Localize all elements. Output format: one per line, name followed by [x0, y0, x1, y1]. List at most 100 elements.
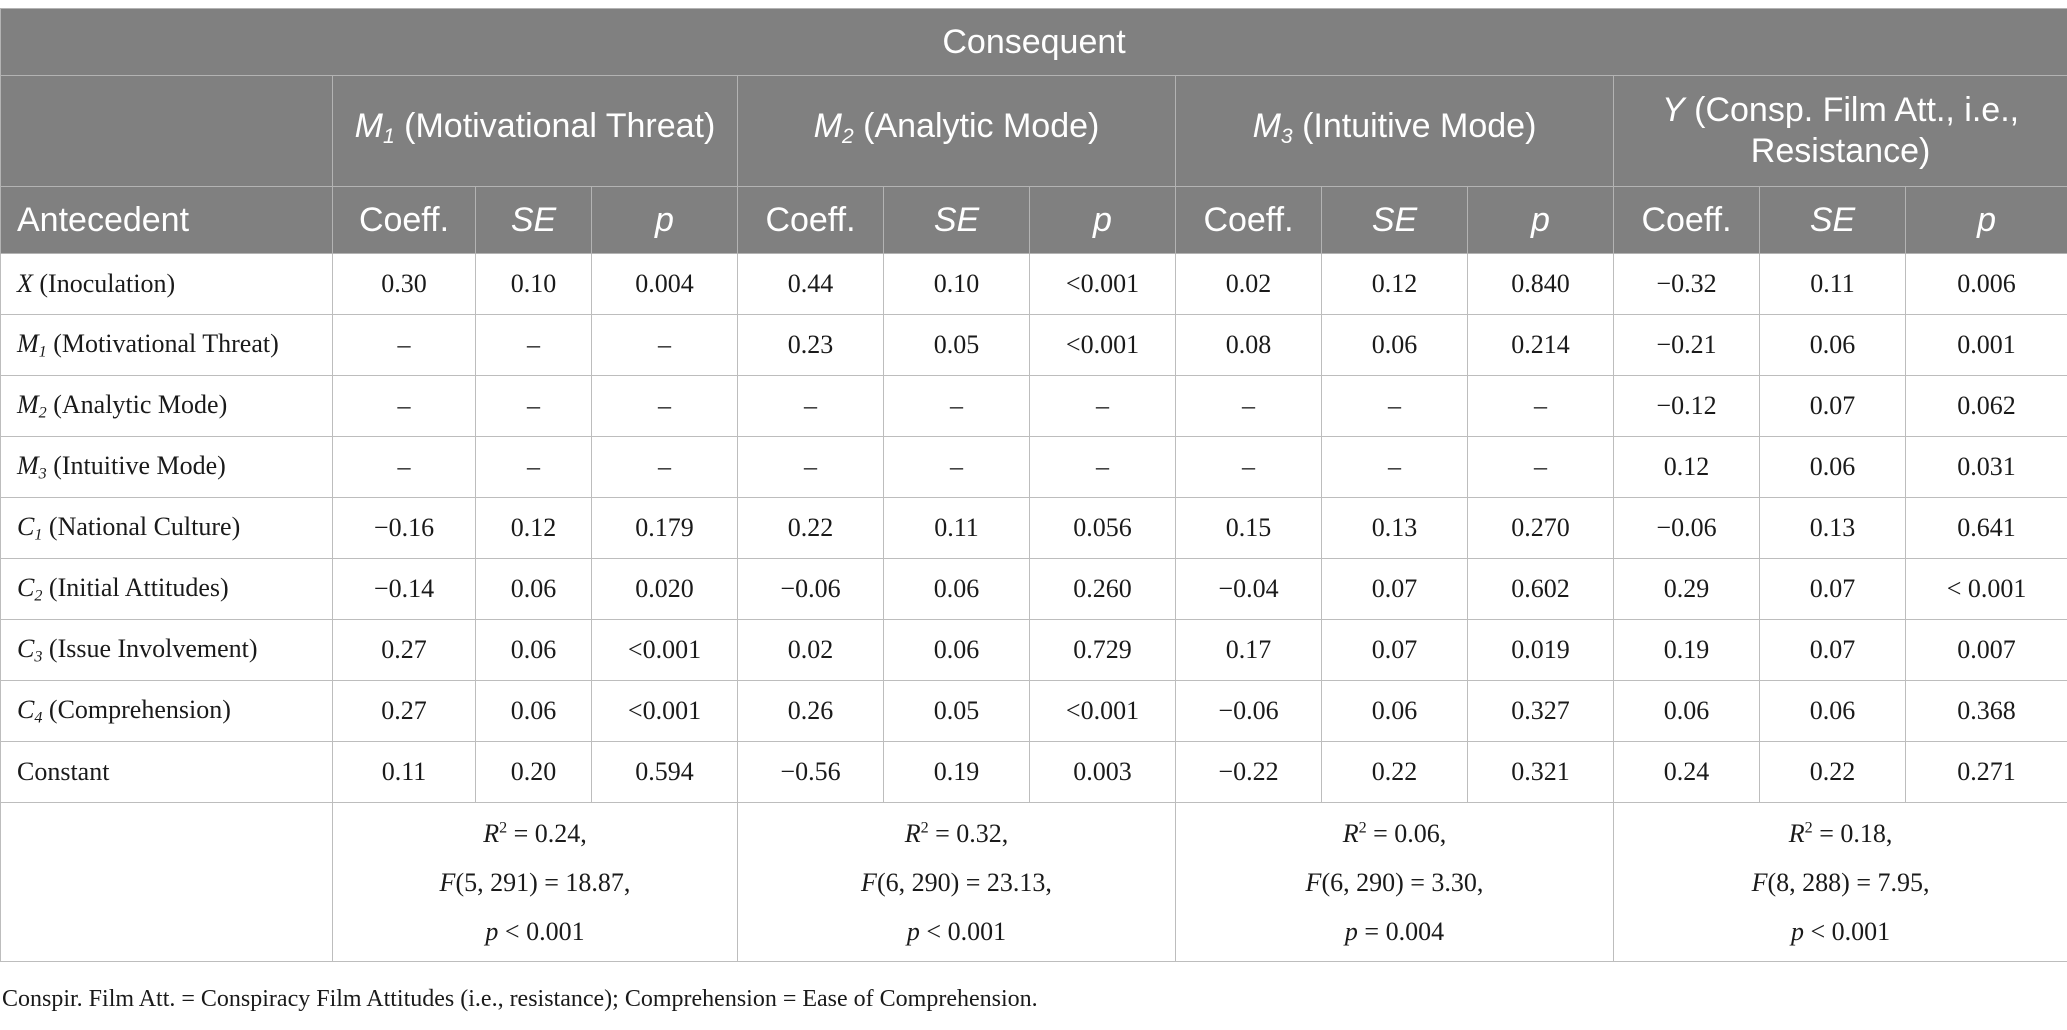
table-cell: 0.20: [475, 741, 592, 803]
r-symbol: R: [904, 818, 921, 848]
f-value: = 3.30,: [1403, 867, 1484, 897]
table-cell: 0.214: [1467, 314, 1614, 376]
table-cell: 0.22: [1759, 741, 1906, 803]
antecedent-symbol: C: [17, 572, 35, 602]
table-cell: 0.321: [1467, 741, 1614, 803]
antecedent-symbol: M: [17, 450, 39, 480]
f-statistic-line: F(6, 290) = 23.13,: [744, 858, 1169, 907]
f-degrees-of-freedom: (8, 288): [1767, 867, 1850, 897]
table-cell: 0.27: [332, 619, 476, 681]
table-cell: –: [883, 375, 1030, 437]
table-cell: 0.06: [883, 558, 1030, 620]
table-cell: 0.44: [737, 253, 884, 315]
table-cell: 0.19: [883, 741, 1030, 803]
p-symbol: p: [906, 916, 920, 946]
antecedent-label: M3 (Intuitive Mode): [0, 436, 333, 498]
stat-header-se: SE: [883, 186, 1030, 254]
table-cell: 0.24: [1613, 741, 1760, 803]
antecedent-label: Constant: [0, 741, 333, 803]
table-footnote: Conspir. Film Att. = Conspiracy Film Att…: [2, 986, 1038, 1012]
table-cell: –: [475, 375, 592, 437]
antecedent-label: C3 (Issue Involvement): [0, 619, 333, 681]
r-superscript: 2: [920, 818, 929, 836]
table-cell: –: [475, 314, 592, 376]
stat-header-coeff: Coeff.: [1613, 186, 1760, 254]
table-row: M1 (Motivational Threat) – – –0.23 0.05 <0.00…: [0, 314, 2067, 376]
model-subscript: 2: [841, 124, 854, 148]
p-value: < 0.001: [498, 916, 585, 946]
table-cell: 0.10: [883, 253, 1030, 315]
table-cell: 0.12: [1321, 253, 1468, 315]
table-cell: –: [737, 375, 884, 437]
table-cell: 0.13: [1321, 497, 1468, 559]
table-cell: −0.22: [1175, 741, 1322, 803]
model-subscript: 1: [382, 124, 395, 148]
antecedent-symbol: X: [17, 269, 33, 298]
model-fit-row: R2 = 0.24, F(5, 291) = 18.87, p < 0.001 R2 …: [0, 802, 2067, 962]
table-cell: 0.179: [591, 497, 738, 559]
model-symbol: Y: [1661, 91, 1685, 129]
table-cell: 0.11: [883, 497, 1030, 559]
table-cell: <0.001: [1029, 314, 1176, 376]
r-squared-value: = 0.32,: [928, 818, 1009, 848]
table-cell: –: [332, 375, 476, 437]
f-degrees-of-freedom: (5, 291): [455, 867, 538, 897]
table-cell: 0.12: [1613, 436, 1760, 498]
table-cell: –: [883, 436, 1030, 498]
f-statistic-line: F(8, 288) = 7.95,: [1620, 858, 2061, 907]
table-cell: 0.327: [1467, 680, 1614, 742]
stat-header-p: p: [591, 186, 738, 254]
table-cell: 0.19: [1613, 619, 1760, 681]
p-value-line: p = 0.004: [1182, 907, 1607, 956]
model-header-3: M3 (Intuitive Mode): [1175, 75, 1614, 187]
antecedent-subscript: 3: [38, 465, 47, 483]
f-symbol: F: [1305, 867, 1322, 897]
table-cell: 0.15: [1175, 497, 1322, 559]
table-cell: –: [1029, 375, 1176, 437]
table-cell: 0.07: [1321, 619, 1468, 681]
table-cell: 0.26: [737, 680, 884, 742]
table-cell: 0.06: [475, 558, 592, 620]
table-cell: 0.001: [1904, 314, 2067, 376]
table-cell: 0.641: [1904, 497, 2067, 559]
table-row: C1 (National Culture) −0.16 0.12 0.179 0.22 0…: [0, 497, 2067, 559]
antecedent-label: M1 (Motivational Threat): [0, 314, 333, 376]
antecedent-subscript: 2: [38, 404, 47, 422]
stat-header-se: SE: [1759, 186, 1906, 254]
stat-header-se: SE: [475, 186, 592, 254]
f-symbol: F: [439, 867, 456, 897]
antecedent-symbol: C: [17, 694, 35, 724]
table-cell: −0.06: [1175, 680, 1322, 742]
p-value-line: p < 0.001: [744, 907, 1169, 956]
table-cell: −0.16: [332, 497, 476, 559]
r-superscript: 2: [499, 818, 508, 836]
f-statistic-line: F(6, 290) = 3.30,: [1182, 858, 1607, 907]
f-value: = 23.13,: [959, 867, 1052, 897]
f-degrees-of-freedom: (6, 290): [876, 867, 960, 897]
r-squared-line: R2 = 0.32,: [744, 809, 1169, 858]
f-degrees-of-freedom: (6, 290): [1321, 867, 1404, 897]
r-squared-value: = 0.24,: [507, 818, 587, 848]
model-fit-stats: R2 = 0.32, F(6, 290) = 23.13, p < 0.001: [737, 802, 1176, 962]
r-squared-line: R2 = 0.06,: [1182, 809, 1607, 858]
antecedent-label: C1 (National Culture): [0, 497, 333, 559]
table-cell: –: [1467, 375, 1614, 437]
table-cell: 0.062: [1904, 375, 2067, 437]
antecedent-subscript: 1: [34, 526, 43, 544]
table-cell: 0.004: [591, 253, 738, 315]
table-cell: 0.30: [332, 253, 476, 315]
table-cell: –: [1321, 436, 1468, 498]
table-cell: −0.14: [332, 558, 476, 620]
r-symbol: R: [1342, 818, 1359, 848]
stat-header-p: p: [1904, 186, 2067, 254]
f-value: = 18.87,: [537, 867, 631, 897]
f-symbol: F: [861, 867, 877, 897]
antecedent-text: (Inoculation): [32, 269, 176, 298]
table-cell: 0.13: [1759, 497, 1906, 559]
model-fit-stats: R2 = 0.24, F(5, 291) = 18.87, p < 0.001: [332, 802, 738, 962]
table-cell: –: [1175, 375, 1322, 437]
table-cell: 0.07: [1321, 558, 1468, 620]
table-cell: 0.007: [1904, 619, 2067, 681]
r-symbol: R: [1788, 818, 1805, 848]
table-cell: 0.270: [1467, 497, 1614, 559]
